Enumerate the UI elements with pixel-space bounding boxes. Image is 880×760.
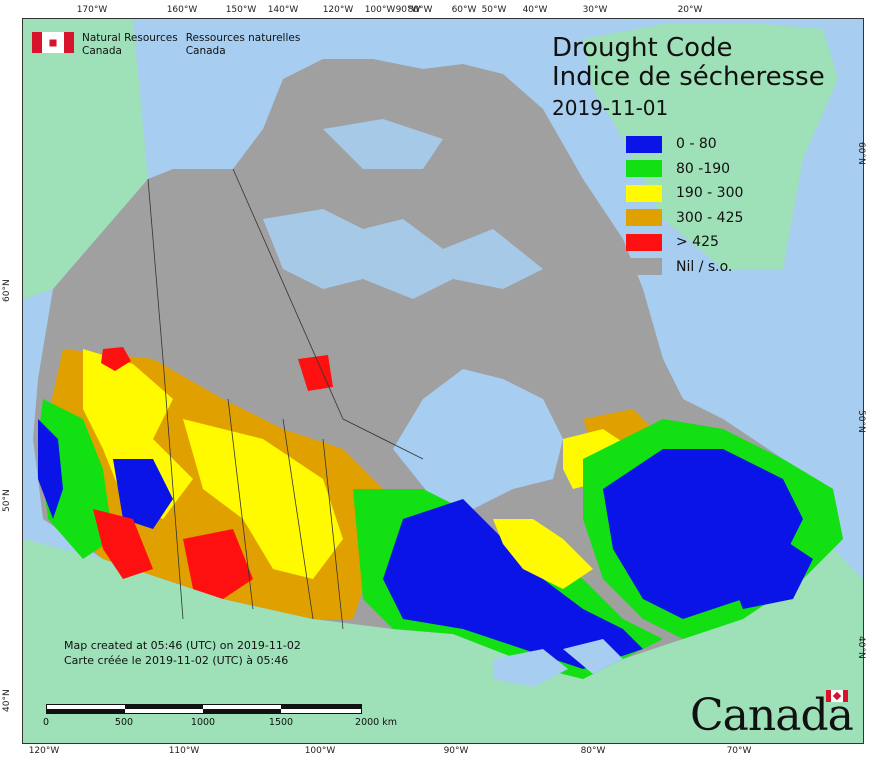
tick-top: 150°W [225,5,257,15]
drought-map [23,19,863,743]
tick-left: 50°N [2,489,12,512]
hudson-bay [393,369,563,509]
agency-signature: Natural Resources Canada Ressources natu… [32,32,300,58]
scale-label: 1500 [268,717,294,728]
provincial-boundaries [147,168,424,630]
legend-swatch [626,233,662,251]
scale-label: 1000 [190,717,216,728]
zone-blue-bc [38,419,63,519]
legend-item: 80 -190 [626,157,743,182]
title-date: 2019-11-01 [552,96,669,120]
tick-right: 60°N [856,142,866,165]
wordmark-flag-icon [826,690,848,702]
zone-yellow-quebec [493,519,593,589]
zone-blue-alberta [113,459,173,529]
map-frame [22,18,864,744]
tick-left: 40°N [2,689,12,712]
tick-bottom: 80°W [580,746,606,756]
tick-right: 50°N [856,410,866,433]
arctic-channel-2 [323,119,443,169]
tick-bottom: 120°W [28,746,60,756]
legend-label: 300 - 425 [676,209,744,226]
title-fr: Indice de sécheresse [552,62,825,92]
agency-en-line1: Natural Resources [82,32,178,44]
tick-top: 30°W [582,5,608,15]
tick-left: 60°N [2,279,12,302]
title-en: Drought Code [552,33,733,63]
legend-swatch [626,209,662,227]
scale-label: 2000 km [355,717,397,728]
tick-bottom: 90°W [443,746,469,756]
tick-top: 120°W [322,5,354,15]
tick-bottom: 100°W [304,746,336,756]
agency-en-line2: Canada [82,45,122,57]
tick-top: 60°W [451,5,477,15]
tick-bottom: 110°W [168,746,200,756]
agency-fr-line1: Ressources naturelles [185,32,301,44]
canada-flag-icon [32,32,74,53]
zone-yellow-prairie [183,419,343,579]
scale-label: 500 [114,717,134,728]
tick-top: 50°W [481,5,507,15]
usa-land [23,539,863,743]
legend-item: Nil / s.o. [626,255,743,280]
legend-label: Nil / s.o. [676,258,733,275]
tick-right: 40°N [856,636,866,659]
zone-red-north [101,347,131,371]
tick-top: 20°W [677,5,703,15]
scale-label: 0 [42,717,50,728]
zone-yellow-west [83,349,193,519]
agency-fr-line2: Canada [185,45,226,57]
credit-line-fr: Carte créée le 2019-11-02 (UTC) à 05:46 [64,654,289,667]
legend-swatch [626,184,662,202]
tick-top: 40°W [522,5,548,15]
great-lakes-2 [563,639,623,674]
tick-top: 100°W [364,5,396,15]
legend-label: > 425 [676,234,719,251]
legend-item: 190 - 300 [626,181,743,206]
legend: 0 - 80 80 -190 190 - 300 300 - 425 > 425 Nil … [626,132,743,279]
zone-red-south [93,509,153,579]
alaska-land [23,19,148,299]
zone-red-sask [183,529,253,599]
agency-en: Natural Resources Canada [82,32,178,58]
zone-red-nwt [298,355,333,391]
legend-swatch [626,135,662,153]
agency-fr: Ressources naturelles Canada [186,32,301,58]
tick-top: 160°W [166,5,198,15]
legend-swatch [626,258,662,276]
legend-swatch [626,160,662,178]
map-title: Drought Code Indice de sécheresse 2019-1… [552,34,825,122]
zone-blue-central [383,499,643,669]
scale-bar-graphic [46,704,362,714]
zone-blue-maritimes [723,539,813,609]
map-credit: Map created at 05:46 (UTC) on 2019-11-02… [64,638,301,668]
legend-label: 190 - 300 [676,185,744,202]
legend-label: 80 -190 [676,160,731,177]
arctic-channels [263,209,543,299]
scale-bar: 0 500 1000 1500 2000 km [43,704,397,728]
legend-item: 0 - 80 [626,132,743,157]
greenland-land [583,24,838,269]
tick-top: 170°W [76,5,108,15]
great-lakes [493,649,568,687]
credit-line-en: Map created at 05:46 (UTC) on 2019-11-02 [64,639,301,652]
legend-item: 300 - 425 [626,206,743,231]
legend-item: > 425 [626,230,743,255]
tick-bottom: 70°W [726,746,752,756]
tick-top: 80°W [407,5,433,15]
tick-top: 140°W [267,5,299,15]
tick-top: 90°W [395,5,421,15]
legend-label: 0 - 80 [676,136,717,153]
